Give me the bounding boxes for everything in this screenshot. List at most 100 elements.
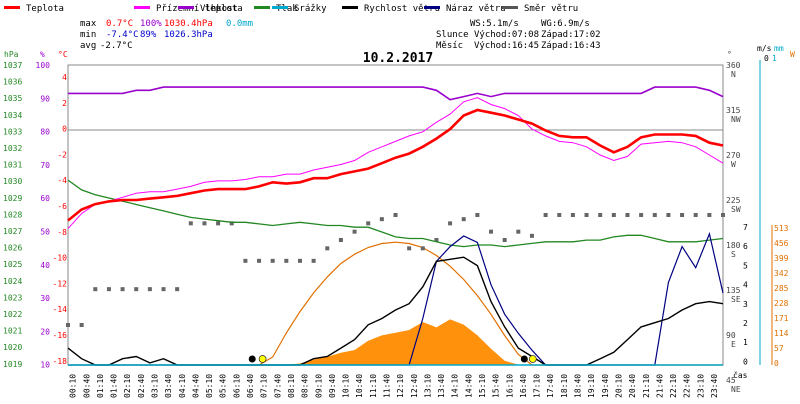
hpa-tick-label: 1037 [3, 61, 22, 70]
wind-direction-point [325, 246, 330, 251]
w-tick-label: 171 [774, 314, 789, 323]
wind-direction-point [652, 213, 657, 217]
legend: Teplota Přízemní teplota Vlhkost Tlak Sr… [4, 4, 578, 14]
time-tick-label: 07:40 [273, 374, 282, 398]
legend-label: Náraz větru [446, 4, 506, 14]
wind-direction-point [93, 287, 98, 292]
c-tick-label: 2 [62, 99, 67, 108]
time-tick-label: 18:40 [574, 374, 583, 398]
moonrise-marker [520, 355, 528, 363]
axis-mm-top: 1 [772, 54, 777, 63]
wind-direction-point [120, 287, 125, 292]
w-tick-label: 114 [774, 329, 789, 338]
time-tick-label: 17:10 [533, 374, 542, 398]
wind-direction-point [489, 229, 494, 234]
time-tick-label: 11:10 [369, 374, 378, 398]
wind-direction-point [721, 213, 725, 217]
hpa-tick-label: 1036 [3, 78, 22, 87]
time-tick-label: 18:10 [560, 374, 569, 398]
hpa-tick-label: 1034 [3, 111, 22, 120]
time-tick-label: 09:10 [314, 374, 323, 398]
time-tick-label: 10:40 [355, 374, 364, 398]
time-tick-label: 09:40 [328, 374, 337, 398]
wind-direction-point [270, 258, 275, 263]
legend-swatch [272, 6, 288, 9]
time-tick-label: 14:10 [451, 374, 460, 398]
time-tick-label: 07:10 [260, 374, 269, 398]
stat-min-label: min [80, 30, 96, 40]
time-tick-label: 19:40 [601, 374, 610, 398]
series-teplota [67, 108, 724, 222]
stat-max-rain: 0.0mm [226, 19, 253, 29]
hpa-tick-label: 1021 [3, 327, 22, 336]
wind-direction-point [106, 287, 111, 292]
hpa-tick-label: 1030 [3, 177, 22, 186]
dir-deg-tick-label: 315 [726, 106, 741, 115]
wind-direction-point [611, 213, 616, 217]
pct-tick-label: 50 [40, 228, 50, 237]
stat-min-hum: 89% [140, 30, 157, 40]
time-tick-label: 13:40 [437, 374, 446, 398]
wind-direction-point [448, 221, 453, 226]
w-tick-label: 456 [774, 239, 789, 248]
wind-direction-point [598, 213, 603, 217]
legend-swatch [134, 6, 150, 9]
time-tick-label: 00:10 [69, 374, 78, 398]
legend-swatch [424, 6, 440, 9]
time-tick-label: 08:10 [287, 374, 296, 398]
pct-tick-label: 90 [40, 94, 50, 103]
legend-item-rychlost: Rychlost větru [342, 4, 440, 14]
legend-label: Srážky [294, 4, 327, 14]
dir-name-tick-label: N [731, 70, 736, 79]
wind-direction-point [393, 213, 398, 217]
legend-swatch [502, 6, 518, 9]
ms-tick-label: 4 [743, 281, 748, 290]
wind-direction-point [284, 258, 289, 263]
time-tick-label: 20:40 [628, 374, 637, 398]
wind-direction-point [625, 213, 630, 217]
time-tick-label: 16:10 [505, 374, 514, 398]
wind-direction-point [707, 213, 712, 217]
dir-name-tick-label: E [731, 340, 736, 349]
time-tick-label: 17:40 [546, 374, 555, 398]
stat-sun-label: Slunce [436, 30, 469, 40]
hpa-tick-label: 1035 [3, 94, 22, 103]
time-tick-label: 23:10 [696, 374, 705, 398]
wind-direction-point [297, 258, 302, 263]
wind-direction-point [557, 213, 562, 217]
hpa-tick-label: 1023 [3, 293, 22, 302]
c-tick-label: -8 [57, 228, 67, 237]
stat-max-label: max [80, 19, 97, 29]
axis-unit-mm: mm [774, 44, 784, 53]
hpa-tick-label: 1024 [3, 277, 22, 286]
time-tick-label: 14:40 [464, 374, 473, 398]
wind-direction-point [407, 246, 412, 251]
c-tick-label: -2 [57, 150, 67, 159]
sunset-marker [528, 355, 537, 363]
time-tick-label: 03:10 [151, 374, 160, 398]
stat-moon-set: Západ:16:43 [541, 41, 601, 51]
time-tick-label: 08:40 [301, 374, 310, 398]
c-tick-label: 4 [62, 73, 67, 82]
dir-deg-tick-label: 90 [726, 331, 736, 340]
c-tick-label: -18 [53, 357, 68, 366]
hpa-tick-label: 1026 [3, 244, 22, 253]
axis-unit-w: W [790, 50, 795, 59]
axis-unit-pct: % [40, 50, 45, 59]
time-tick-label: 19:10 [587, 374, 596, 398]
stat-wg: WG:6.9m/s [541, 19, 590, 29]
series-prizemni-teplota [67, 97, 724, 229]
w-tick-label: 513 [774, 224, 789, 233]
time-tick-label: 22:10 [669, 374, 678, 398]
time-tick-label: 12:10 [396, 374, 405, 398]
wind-direction-point [502, 238, 507, 242]
stats-block: max 0.7°C 100% 1030.4hPa 0.0mm min -7.4°… [80, 19, 601, 51]
wind-direction-point [434, 238, 439, 242]
stat-max-press: 1030.4hPa [164, 19, 213, 29]
pct-tick-label: 80 [40, 128, 50, 137]
wind-direction-point [243, 258, 248, 263]
stat-moon-rise: Východ:16:45 [474, 41, 539, 51]
hpa-tick-label: 1029 [3, 194, 22, 203]
wind-direction-point [420, 246, 425, 251]
